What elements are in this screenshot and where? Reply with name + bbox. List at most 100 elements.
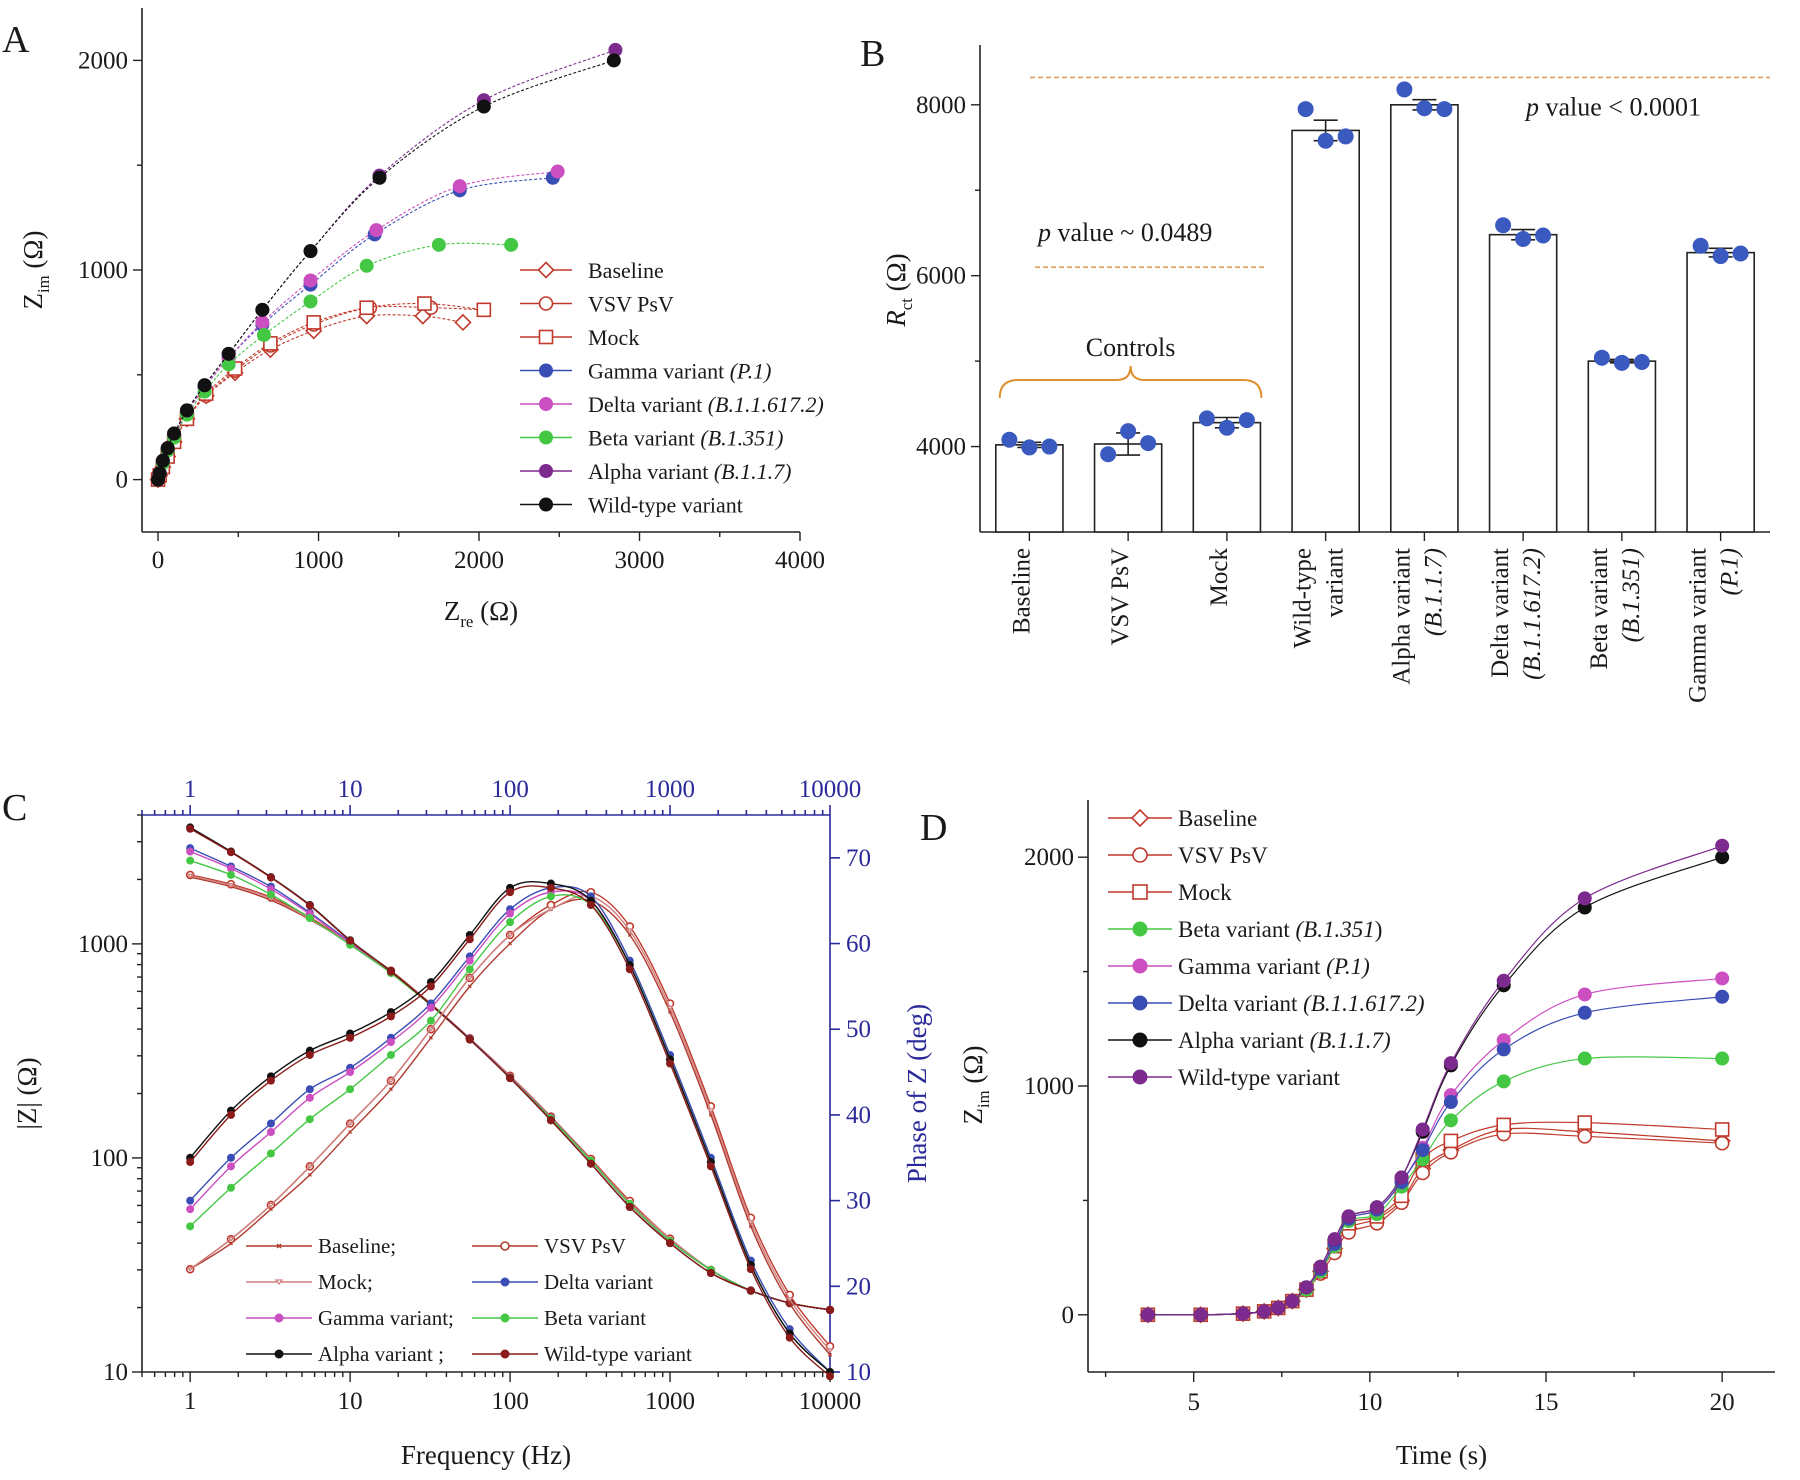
marker-x-stroke	[627, 932, 632, 937]
y-left-axis-label: |Z| (Ω)	[12, 1057, 42, 1129]
data-point	[465, 1035, 474, 1044]
data-point	[1577, 1051, 1592, 1066]
series-line	[189, 894, 831, 1373]
data-point	[746, 1219, 755, 1225]
data-point	[427, 1027, 435, 1032]
legend-marker	[500, 1349, 510, 1359]
data-point	[186, 873, 195, 879]
replicate-point	[1001, 431, 1018, 448]
data-point	[586, 900, 595, 909]
y-left-tick-label: 1000	[78, 931, 128, 958]
panel-a-nyquist-plot: 0 1000 2000 3000 4000 0 1000 2000 Zre (Ω) Zim (Ω)…	[18, 8, 825, 631]
data-point	[1313, 1259, 1328, 1274]
category-label: (P.1)	[1717, 548, 1744, 595]
data-point	[221, 346, 236, 361]
data-point	[1443, 1095, 1458, 1110]
data-point	[452, 179, 467, 194]
category-label: Mock	[1206, 548, 1233, 607]
data-point	[1140, 1307, 1155, 1322]
legend-marker	[1132, 847, 1148, 863]
series-gamma-variant	[151, 170, 560, 487]
replicate-point	[1436, 101, 1453, 118]
x-tick-label: 10	[338, 1388, 363, 1415]
data-point	[266, 873, 275, 882]
legend-marker	[539, 363, 553, 378]
data-point	[1415, 1143, 1430, 1158]
data-point	[303, 244, 318, 259]
data-point	[346, 936, 355, 945]
data-point	[1496, 1117, 1512, 1133]
series-mock	[1140, 1115, 1730, 1323]
x-tick-label: 5	[1187, 1389, 1200, 1416]
data-point	[465, 965, 474, 974]
top-tick-label: 1	[184, 776, 197, 803]
data-point	[666, 1239, 675, 1248]
category-label: Gamma variant	[1685, 548, 1712, 703]
phase-series-alpha-variant	[186, 879, 834, 1376]
y-right-tick-label: 20	[846, 1273, 871, 1300]
data-point	[746, 1265, 755, 1274]
data-point	[546, 883, 555, 892]
marker-x-stroke	[348, 1130, 353, 1135]
data-point	[627, 932, 632, 937]
data-point	[625, 1202, 634, 1211]
data-point	[1577, 1129, 1593, 1144]
series-line	[189, 874, 831, 1311]
data-point	[476, 302, 492, 318]
panel-label-b: B	[860, 33, 885, 75]
data-point	[706, 1162, 715, 1171]
data-point	[267, 1202, 275, 1208]
data-point	[266, 1149, 275, 1158]
data-point	[305, 901, 314, 910]
data-point	[546, 892, 555, 901]
data-point	[550, 164, 565, 179]
data-point	[1577, 987, 1592, 1002]
data-point	[1715, 989, 1730, 1004]
legend-label: Delta variant	[544, 1270, 653, 1294]
marker-x-stroke	[787, 1301, 792, 1306]
bar	[1192, 421, 1262, 533]
data-point	[467, 984, 472, 989]
legend-marker	[1130, 808, 1150, 828]
data-point	[1443, 1056, 1458, 1071]
category-label: Beta variant	[1586, 548, 1613, 670]
data-point	[547, 907, 555, 912]
data-point	[346, 1121, 355, 1127]
series-line	[1147, 1121, 1723, 1316]
data-point	[1443, 1113, 1458, 1128]
legend-label: Mock	[588, 325, 639, 350]
bar	[1390, 104, 1459, 533]
data-point	[266, 1128, 275, 1137]
series-wild-type-variant	[1140, 838, 1730, 1322]
data-point	[256, 327, 271, 342]
data-point	[305, 1093, 314, 1102]
data-point	[1715, 1051, 1730, 1066]
data-point	[305, 1164, 314, 1169]
legend-label: Wild-type variant	[544, 1342, 692, 1366]
bar-group	[1390, 81, 1459, 533]
series-line	[189, 876, 831, 1311]
data-point	[506, 932, 514, 938]
series-line	[1147, 1132, 1723, 1316]
legend-marker	[1132, 1032, 1148, 1048]
bar-group	[1192, 410, 1262, 533]
data-point	[826, 1348, 834, 1354]
data-point	[305, 1085, 314, 1094]
category-label: (B.1.1.7)	[1420, 548, 1447, 636]
legend-label: Baseline	[1178, 806, 1257, 831]
x-tick-label: 4000	[775, 547, 825, 574]
top-tick-label: 10000	[799, 776, 862, 803]
data-point	[372, 170, 387, 185]
y-tick-label: 4000	[916, 434, 966, 461]
phase-series-delta-variant	[186, 883, 834, 1376]
series-line	[189, 885, 831, 1377]
series-beta-variant	[1140, 1051, 1730, 1322]
legend-label: Beta variant (B.1.351)	[1178, 917, 1382, 942]
series-baseline	[1139, 1120, 1731, 1324]
data-point	[305, 1050, 314, 1059]
data-point	[1496, 1042, 1511, 1057]
x-tick-label: 1000	[294, 547, 344, 574]
y-right-tick-label: 70	[846, 845, 871, 872]
phase-series-beta-variant	[186, 892, 834, 1376]
bar-group	[994, 431, 1064, 533]
